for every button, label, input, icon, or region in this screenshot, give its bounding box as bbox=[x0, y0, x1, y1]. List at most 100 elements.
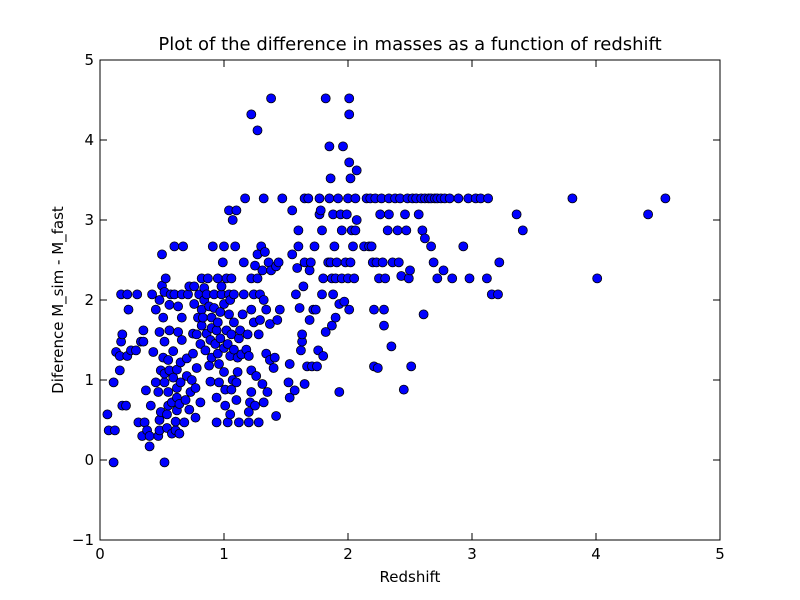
data-point bbox=[383, 209, 394, 220]
data-point bbox=[312, 361, 322, 372]
data-point bbox=[339, 296, 350, 307]
data-point bbox=[173, 327, 184, 337]
data-point bbox=[259, 247, 270, 257]
data-point bbox=[232, 367, 243, 377]
data-point bbox=[400, 209, 410, 220]
y-tick-label: 1 bbox=[84, 371, 94, 389]
data-point bbox=[330, 312, 341, 323]
data-point bbox=[233, 417, 244, 428]
data-point bbox=[253, 417, 264, 428]
data-point bbox=[351, 215, 362, 225]
data-point bbox=[294, 303, 305, 313]
data-point bbox=[191, 329, 202, 340]
data-point bbox=[258, 397, 269, 408]
data-point bbox=[481, 273, 492, 284]
data-point bbox=[227, 215, 238, 225]
data-point bbox=[228, 289, 239, 300]
data-point bbox=[140, 385, 151, 396]
data-point bbox=[317, 289, 327, 300]
y-tick-label: 4 bbox=[84, 131, 94, 149]
data-point bbox=[255, 315, 265, 325]
y-tick-label: −1 bbox=[72, 531, 94, 549]
data-point bbox=[304, 315, 315, 325]
data-point bbox=[159, 457, 170, 468]
data-point bbox=[266, 93, 277, 104]
data-point bbox=[592, 273, 603, 284]
data-point bbox=[214, 377, 224, 388]
data-point bbox=[102, 409, 113, 420]
data-point bbox=[175, 377, 186, 388]
data-point bbox=[190, 412, 201, 423]
data-point bbox=[195, 339, 206, 349]
data-point bbox=[164, 325, 175, 336]
data-point bbox=[257, 265, 268, 276]
data-point bbox=[242, 329, 253, 340]
data-point bbox=[250, 400, 260, 411]
data-point bbox=[318, 351, 329, 361]
data-point bbox=[379, 320, 389, 331]
data-point bbox=[293, 241, 304, 252]
data-point bbox=[231, 205, 242, 216]
data-point bbox=[517, 225, 528, 236]
data-point bbox=[324, 141, 335, 152]
data-point bbox=[283, 377, 294, 388]
data-point bbox=[274, 304, 285, 315]
data-point bbox=[493, 289, 503, 300]
data-point bbox=[284, 359, 295, 369]
data-point bbox=[160, 273, 171, 284]
data-point bbox=[326, 320, 337, 331]
data-point bbox=[173, 301, 184, 312]
data-point bbox=[268, 363, 279, 373]
data-point bbox=[398, 384, 409, 395]
data-point bbox=[189, 281, 200, 292]
data-point bbox=[309, 241, 320, 252]
data-point bbox=[419, 233, 430, 244]
data-point bbox=[224, 309, 234, 320]
data-point bbox=[386, 341, 397, 352]
data-point bbox=[305, 257, 316, 268]
data-point bbox=[144, 431, 155, 441]
data-point bbox=[215, 333, 226, 344]
data-point bbox=[350, 225, 361, 236]
data-point bbox=[324, 193, 335, 204]
data-point bbox=[233, 333, 244, 344]
data-point bbox=[216, 281, 227, 292]
data-point bbox=[205, 376, 216, 387]
data-point bbox=[413, 209, 424, 220]
data-point bbox=[235, 325, 246, 336]
data-point bbox=[494, 257, 505, 268]
data-point bbox=[211, 392, 222, 403]
data-point bbox=[117, 329, 128, 340]
data-point bbox=[180, 395, 191, 405]
y-tick-label: 5 bbox=[84, 51, 94, 69]
data-point bbox=[169, 241, 180, 252]
data-point bbox=[219, 241, 229, 252]
data-point bbox=[345, 257, 356, 268]
scatter-points bbox=[102, 93, 671, 468]
data-point bbox=[295, 345, 306, 356]
data-point bbox=[377, 257, 388, 268]
data-point bbox=[418, 309, 429, 320]
data-point bbox=[328, 289, 339, 300]
data-point bbox=[349, 273, 360, 284]
data-point bbox=[258, 193, 269, 204]
data-point bbox=[154, 295, 165, 305]
data-point bbox=[251, 371, 262, 381]
data-point bbox=[393, 257, 404, 268]
data-point bbox=[379, 304, 389, 315]
data-point bbox=[426, 241, 437, 252]
data-point bbox=[341, 209, 352, 220]
data-point bbox=[344, 93, 355, 104]
x-axis-label: Redshift bbox=[379, 568, 441, 586]
data-point bbox=[196, 320, 207, 331]
data-point bbox=[138, 336, 149, 347]
data-point bbox=[226, 329, 237, 340]
data-point bbox=[252, 273, 263, 284]
data-point bbox=[511, 209, 522, 220]
data-point bbox=[240, 193, 251, 204]
data-point bbox=[212, 348, 223, 359]
data-point bbox=[567, 193, 578, 204]
data-point bbox=[217, 257, 228, 268]
data-point bbox=[277, 193, 288, 204]
data-point bbox=[444, 193, 455, 204]
